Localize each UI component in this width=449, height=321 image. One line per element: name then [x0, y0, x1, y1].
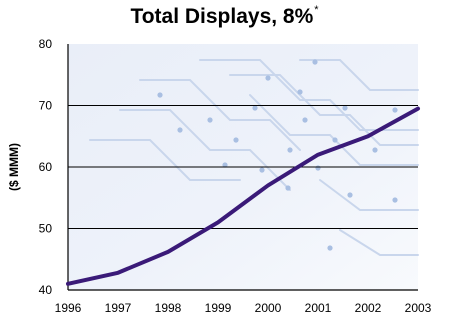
- circuit-dot: [332, 137, 338, 143]
- circuit-dot: [315, 165, 321, 171]
- axes: [67, 44, 418, 291]
- y-tick-label: 60: [39, 160, 53, 174]
- circuit-dot: [233, 137, 239, 143]
- circuit-dot: [259, 167, 265, 173]
- y-axis-label: ($ MMM): [7, 143, 21, 191]
- circuit-dot: [372, 147, 378, 153]
- x-tick-labels: 1996 1997 1998 1999 2000 2001 2002 2003: [55, 301, 432, 315]
- circuit-trace: [199, 59, 419, 131]
- circuit-dot: [157, 92, 163, 98]
- x-tick-label: 2000: [255, 301, 282, 315]
- circuit-dot: [222, 162, 228, 168]
- x-tick-label: 1996: [55, 301, 82, 315]
- circuit-dot: [265, 75, 271, 81]
- title-footnote-mark: *: [314, 4, 319, 16]
- x-tick-label: 1999: [205, 301, 232, 315]
- circuit-dot: [177, 127, 183, 133]
- circuit-trace: [229, 74, 419, 146]
- circuit-board-background-image: [89, 59, 419, 256]
- circuit-dot: [327, 245, 333, 251]
- y-tick-label: 50: [39, 222, 53, 236]
- y-tick-label: 70: [39, 99, 53, 113]
- x-tick-label: 1997: [105, 301, 132, 315]
- y-tick-label: 80: [39, 37, 53, 51]
- circuit-dot: [285, 185, 291, 191]
- circuit-trace: [249, 94, 419, 166]
- x-tick-label: 1998: [155, 301, 182, 315]
- x-tick-label: 2001: [305, 301, 332, 315]
- circuit-dot: [252, 105, 258, 111]
- circuit-trace: [339, 229, 419, 256]
- y-tick-labels: 40 50 60 70 80: [39, 37, 53, 297]
- circuit-trace: [319, 179, 419, 211]
- gridlines: [68, 105, 418, 229]
- circuit-dot: [207, 117, 213, 123]
- circuit-dot: [392, 107, 398, 113]
- circuit-dot: [392, 197, 398, 203]
- circuit-dot: [347, 192, 353, 198]
- chart-title-text: Total Displays, 8%: [130, 5, 314, 28]
- series-layer: [66, 106, 420, 286]
- circuit-trace: [139, 79, 301, 151]
- circuit-trace: [299, 59, 419, 91]
- circuit-dot: [342, 105, 348, 111]
- series-line: [66, 106, 420, 286]
- circuit-trace: [89, 139, 241, 181]
- circuit-dot: [297, 89, 303, 95]
- circuit-dot: [287, 147, 293, 153]
- y-tick-label: 40: [39, 283, 53, 297]
- circuit-dot: [302, 117, 308, 123]
- x-tick-label: 2003: [405, 301, 432, 315]
- x-tick-label: 2002: [355, 301, 382, 315]
- chart-title: Total Displays, 8%*: [0, 4, 449, 29]
- circuit-trace: [119, 109, 291, 191]
- circuit-dot: [312, 59, 318, 65]
